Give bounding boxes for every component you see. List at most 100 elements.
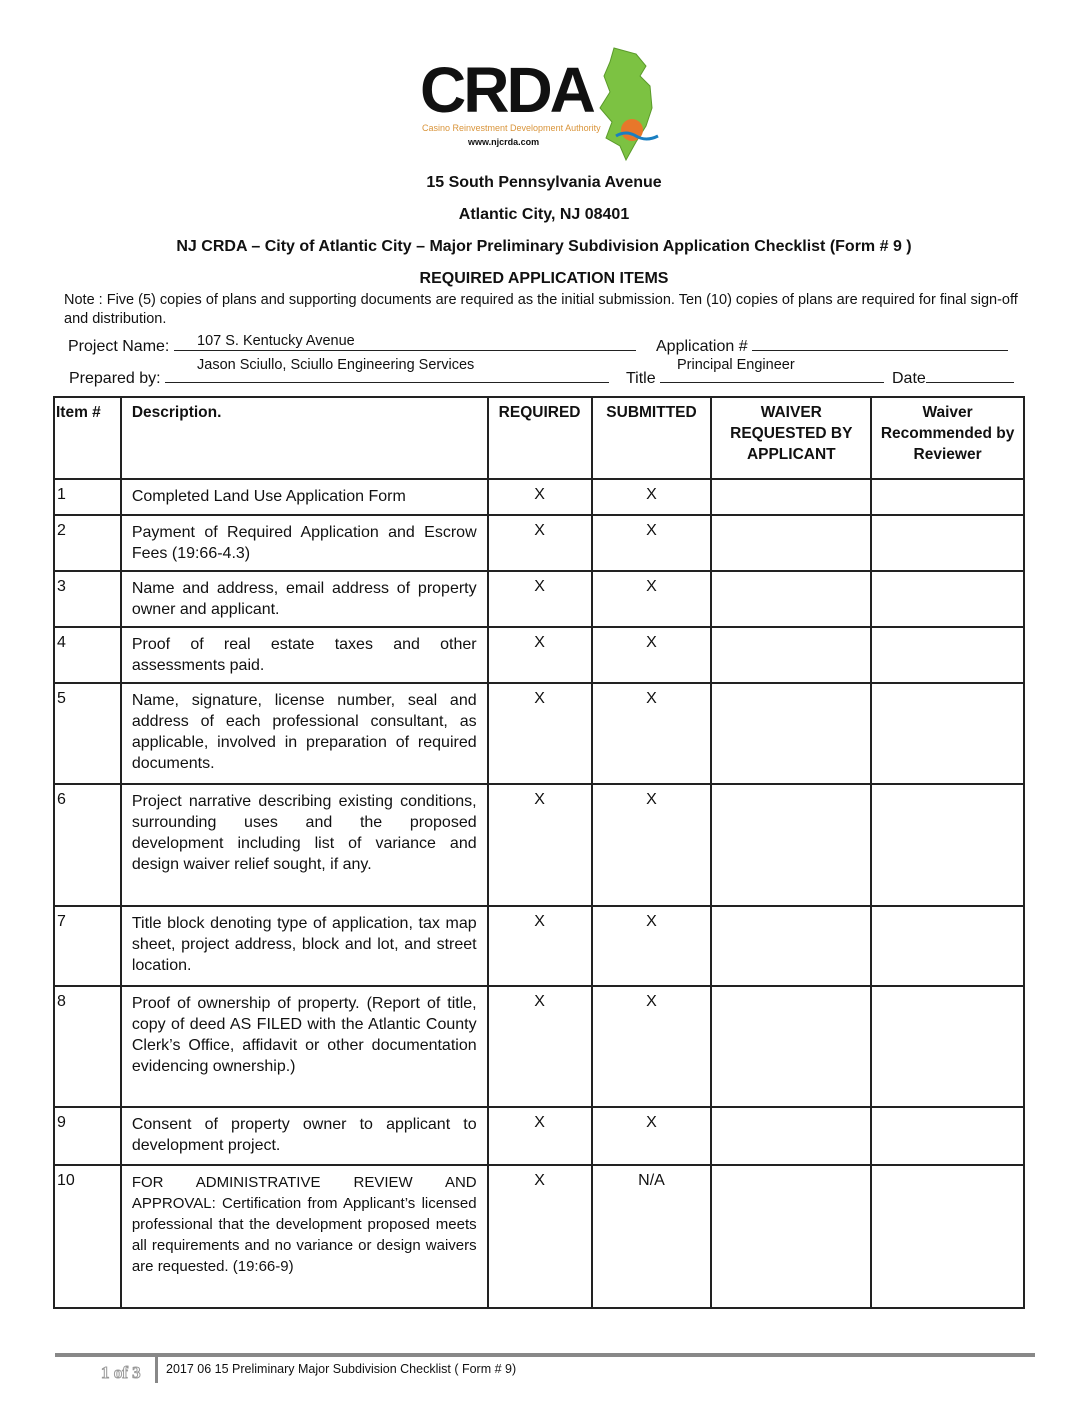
waiver-recommended-cell[interactable] [870, 1164, 1025, 1309]
waiver-recommended-cell[interactable] [870, 905, 1025, 987]
address-line-2: Atlantic City, NJ 08401 [458, 206, 630, 223]
logo-url: www.njcrda.com [468, 137, 540, 147]
item-description: Title block denoting type of application… [119, 905, 489, 987]
submitted-mark: X [590, 1106, 713, 1166]
waiver-requested-cell[interactable] [710, 626, 873, 684]
required-mark: X [486, 1164, 593, 1309]
item-number: 1 [53, 478, 122, 516]
waiver-recommended-cell[interactable] [870, 514, 1025, 572]
waiver-requested-cell[interactable] [710, 905, 873, 987]
item-number: 6 [53, 783, 122, 907]
item-description: Name, signature, license number, seal an… [119, 682, 489, 785]
new-jersey-map-icon [599, 47, 659, 162]
submitted-mark: X [590, 783, 713, 907]
table-row: 6 Project narrative describing existing c… [53, 783, 1025, 907]
header-description: Description. [119, 396, 489, 480]
waiver-recommended-cell[interactable] [870, 985, 1025, 1108]
prepared-by-label: Prepared by: [69, 370, 161, 387]
waiver-requested-cell[interactable] [710, 682, 873, 785]
logo-tagline: Casino Reinvestment Development Authorit… [422, 123, 601, 133]
waiver-requested-cell[interactable] [710, 1106, 873, 1166]
header-required: REQUIRED [486, 396, 593, 480]
waiver-recommended-cell[interactable] [870, 783, 1025, 907]
table-row: 5 Name, signature, license number, seal a… [53, 682, 1025, 785]
waiver-recommended-cell[interactable] [870, 682, 1025, 785]
waiver-requested-cell[interactable] [710, 985, 873, 1108]
submitted-mark: X [590, 478, 713, 516]
item-number: 9 [53, 1106, 122, 1166]
waiver-requested-cell[interactable] [710, 570, 873, 628]
date-field[interactable] [925, 368, 1014, 383]
note: Note : Five (5) copies of plans and supp… [64, 292, 1018, 327]
submitted-mark: N/A [590, 1164, 713, 1309]
logo-text: CRDA [420, 54, 596, 126]
required-mark: X [486, 570, 593, 628]
checklist-table: Item # Description. REQUIRED SUBMITTED W… [53, 396, 1025, 1309]
table-row: 4 Proof of real estate taxes and other as… [53, 626, 1025, 684]
waiver-requested-cell[interactable] [710, 478, 873, 516]
application-field[interactable] [752, 336, 1009, 351]
submitted-mark: X [590, 514, 713, 572]
required-mark: X [486, 626, 593, 684]
submitted-mark: X [590, 682, 713, 785]
project-name-label: Project Name: [68, 338, 170, 355]
waiver-recommended-cell[interactable] [870, 570, 1025, 628]
item-number: 2 [53, 514, 122, 572]
header-waiver-recommended: Waiver Recommended by Reviewer [870, 396, 1025, 480]
item-number: 4 [53, 626, 122, 684]
required-mark: X [486, 478, 593, 516]
required-mark: X [486, 1106, 593, 1166]
item-number: 3 [53, 570, 122, 628]
item-description: Payment of Required Application and Escr… [119, 514, 489, 572]
required-mark: X [486, 514, 593, 572]
date-label: Date [892, 370, 926, 387]
item-description: Proof of real estate taxes and other ass… [119, 626, 489, 684]
submitted-mark: X [590, 905, 713, 987]
item-description: Proof of ownership of property. (Report … [119, 985, 489, 1108]
document-title: NJ CRDA – City of Atlantic City – Major … [176, 238, 912, 255]
header-submitted: SUBMITTED [590, 396, 713, 480]
waiver-requested-cell[interactable] [710, 1164, 873, 1309]
item-number: 8 [53, 985, 122, 1108]
table-row: 7 Title block denoting type of applicatio… [53, 905, 1025, 987]
footer: 1 of 3 2017 06 15 Preliminary Major Subd… [55, 1353, 1035, 1383]
waiver-recommended-cell[interactable] [870, 626, 1025, 684]
item-description: Name and address, email address of prope… [119, 570, 489, 628]
item-number: 7 [53, 905, 122, 987]
required-mark: X [486, 905, 593, 987]
crda-logo: CRDA Casino Reinvestment Development Aut… [418, 46, 668, 164]
submitted-mark: X [590, 985, 713, 1108]
required-mark: X [486, 985, 593, 1108]
section-heading: REQUIRED APPLICATION ITEMS [419, 270, 669, 287]
item-description: FOR ADMINISTRATIVE REVIEW AND APPROVAL: … [119, 1164, 489, 1309]
header-waiver-requested: WAIVER REQUESTED BY APPLICANT [710, 396, 873, 480]
table-row: 9 Consent of property owner to applicant … [53, 1106, 1025, 1166]
header-item: Item # [53, 396, 122, 480]
waiver-requested-cell[interactable] [710, 783, 873, 907]
prepared-by-field[interactable]: Jason Sciullo, Sciullo Engineering Servi… [197, 357, 475, 373]
submitted-mark: X [590, 626, 713, 684]
waiver-requested-cell[interactable] [710, 514, 873, 572]
waiver-recommended-cell[interactable] [870, 1106, 1025, 1166]
footer-divider [155, 1357, 158, 1383]
item-description: Consent of property owner to applicant t… [119, 1106, 489, 1166]
waiver-recommended-cell[interactable] [870, 478, 1025, 516]
title-label: Title [626, 370, 656, 387]
page-number: 1 of 3 [101, 1363, 142, 1383]
table-row: 1 Completed Land Use Application Form X X [53, 478, 1025, 516]
table-row: 3 Name and address, email address of prop… [53, 570, 1025, 628]
item-description: Completed Land Use Application Form [119, 478, 489, 516]
table-row: 10 FOR ADMINISTRATIVE REVIEW AND APPROVAL… [53, 1164, 1025, 1309]
submitted-mark: X [590, 570, 713, 628]
title-field[interactable]: Principal Engineer [677, 357, 795, 373]
required-mark: X [486, 682, 593, 785]
item-number: 5 [53, 682, 122, 785]
project-name-field[interactable]: 107 S. Kentucky Avenue [197, 333, 355, 349]
footer-text: 2017 06 15 Preliminary Major Subdivision… [166, 1362, 517, 1376]
table-row: 8 Proof of ownership of property. (Report… [53, 985, 1025, 1108]
required-mark: X [486, 783, 593, 907]
item-number: 10 [53, 1164, 122, 1309]
application-label: Application # [656, 338, 748, 355]
table-row: 2 Payment of Required Application and Esc… [53, 514, 1025, 572]
